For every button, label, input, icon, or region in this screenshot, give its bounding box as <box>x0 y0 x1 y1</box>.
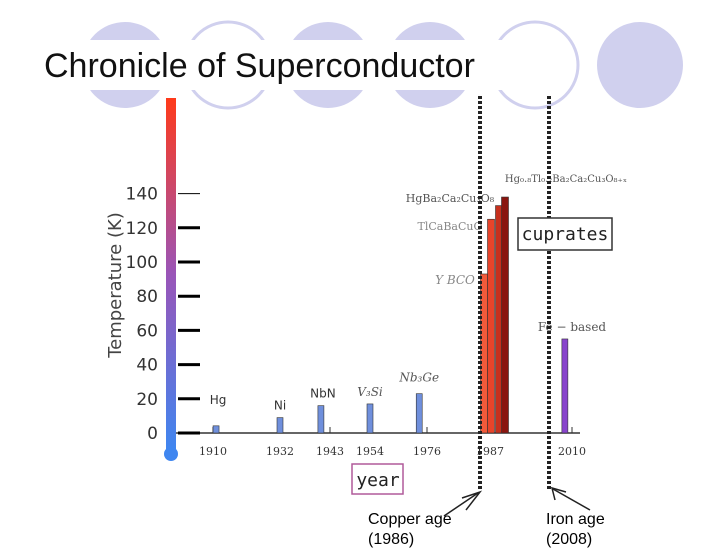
bar-label: Ni <box>274 399 286 413</box>
bar <box>415 393 423 434</box>
bar-label: TlCaBaCuO <box>418 220 483 233</box>
x-tick-label: 2010 <box>558 445 586 458</box>
bar-label: HgBa₂Ca₂Cu₃O₈ <box>406 192 495 205</box>
cuprates-label: cuprates <box>522 224 609 245</box>
cuprates-box <box>517 217 613 251</box>
bar-label: Fe − based <box>538 320 607 334</box>
x-axis-label: year <box>356 470 400 491</box>
year-box <box>351 463 404 495</box>
y-tick-label: 60 <box>136 321 158 341</box>
x-tick-label: 1943 <box>316 445 344 458</box>
iron-age-arrow-shaft <box>552 488 591 511</box>
bar <box>501 196 509 434</box>
bar <box>317 405 325 434</box>
x-tick-label: 1987 <box>476 445 504 458</box>
thermometer-bulb <box>164 447 178 461</box>
y-axis-label: Temperature (K) <box>105 212 126 359</box>
bar-label: Nb₃Ge <box>398 371 439 385</box>
bar <box>487 218 495 434</box>
bar-label: V₃Si <box>357 385 383 399</box>
bar <box>276 417 284 434</box>
bar <box>212 425 220 434</box>
copper-age-year: (1986) <box>368 531 415 548</box>
x-tick-label: 1910 <box>199 445 227 458</box>
y-tick-label: 80 <box>136 287 158 307</box>
iron-age-label: Iron age <box>546 511 605 528</box>
y-tick-label: 20 <box>136 390 158 410</box>
thermometer <box>164 98 178 461</box>
deco-circle <box>597 22 683 108</box>
iron-age-year: (2008) <box>546 531 593 548</box>
page-title: Chronicle of Superconductor <box>44 47 475 85</box>
copper-age-arrow <box>461 490 483 511</box>
bar-label: NbN <box>310 387 336 401</box>
x-tick-label: 1976 <box>413 445 441 458</box>
iron-age-arrow <box>550 486 567 501</box>
decorative-circles <box>40 20 683 110</box>
title-backdrop <box>40 40 530 90</box>
bar-label: Hg₀.₈Tl₀.₂Ba₂Ca₂Cu₃O₈₊ₓ <box>505 174 627 185</box>
bar <box>366 403 374 434</box>
copper-age-arrow-shaft <box>443 492 479 517</box>
y-tick-label: 140 <box>126 185 158 205</box>
x-tick-label: 1932 <box>266 445 294 458</box>
x-tick-label: 1954 <box>356 445 384 458</box>
y-tick-label: 100 <box>126 253 158 273</box>
iron-age-caption: Iron age (2008) <box>546 511 605 549</box>
y-tick-label: 120 <box>126 219 158 239</box>
bar-label: Hg <box>210 393 227 407</box>
y-tick-label: 0 <box>147 424 158 444</box>
y-tick-label: 40 <box>136 356 158 376</box>
copper-age-label: Copper age <box>368 511 452 528</box>
copper-age-caption: Copper age (1986) <box>368 511 452 549</box>
thermometer-tube <box>166 98 176 450</box>
bar <box>561 338 569 434</box>
bar-label: Y BCO <box>435 273 475 287</box>
